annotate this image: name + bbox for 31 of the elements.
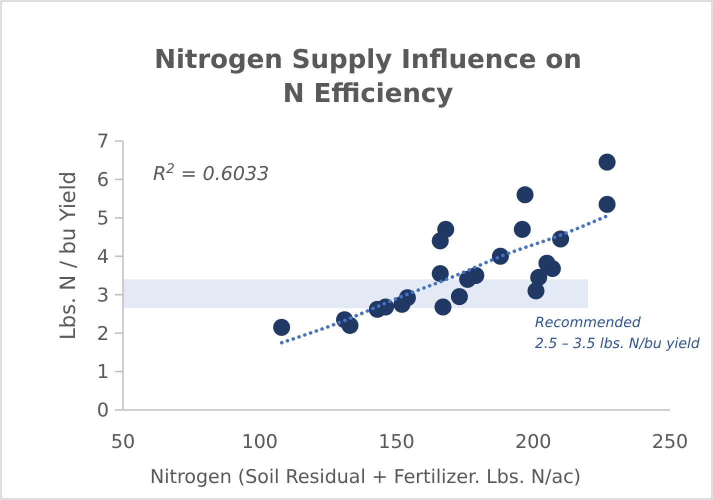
y-axis-title: Lbs. N / bu Yield	[56, 171, 80, 340]
x-tick-label: 100	[242, 431, 278, 453]
x-tick-label: 150	[378, 431, 415, 453]
point	[437, 220, 454, 238]
point	[598, 154, 616, 171]
point	[530, 268, 548, 286]
y-tick-label: 0	[96, 400, 109, 422]
band-label: Recommended 2.5 – 3.5 lbs. N/bu yield	[535, 315, 700, 352]
point	[342, 316, 359, 334]
annotation: R$^{2}$ = 0.6033	[153, 162, 270, 185]
x-axis-title: Nitrogen (Soil Residual + Fertilizer. Lbs. N/ac)	[150, 466, 581, 488]
point	[598, 196, 616, 213]
y-tick-label: 1	[96, 361, 109, 384]
point	[434, 298, 452, 316]
x-tick-label: 50	[110, 431, 136, 453]
point	[514, 220, 531, 238]
point	[450, 288, 468, 306]
y-tick-label: 4	[96, 246, 109, 268]
point	[516, 186, 534, 204]
point	[527, 282, 544, 300]
y-tick-label: 7	[96, 130, 109, 153]
x-tick-label: 250	[652, 431, 688, 453]
y-tick-label: 5	[96, 208, 109, 230]
y-tick-label: 2	[96, 322, 109, 345]
point	[273, 318, 290, 336]
y-tick-label: 3	[96, 284, 109, 306]
point	[432, 265, 449, 282]
x-tick-label: 200	[515, 431, 552, 453]
point	[544, 260, 561, 278]
chart-title: Nitrogen Supply Influence on N Efficiency	[154, 45, 582, 109]
y-tick-label: 6	[96, 169, 109, 192]
